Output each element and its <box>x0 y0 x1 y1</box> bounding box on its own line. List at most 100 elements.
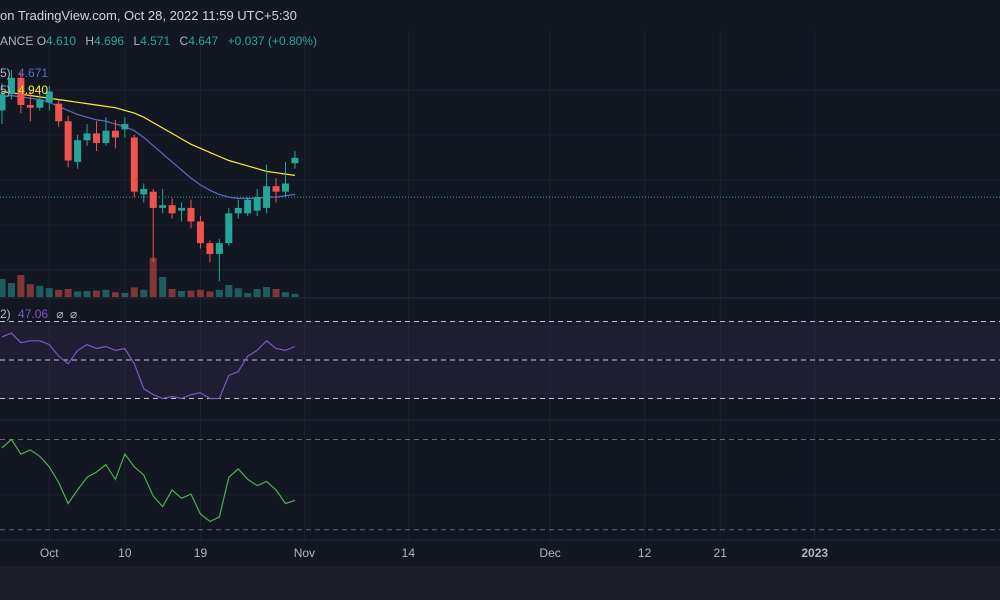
candle <box>234 199 242 219</box>
candle <box>263 164 271 214</box>
volume-bar <box>282 292 289 297</box>
oscillator-pane <box>0 438 1000 531</box>
candle-body <box>17 77 25 105</box>
candle-body <box>168 205 176 214</box>
candle-body <box>45 91 53 103</box>
candle <box>225 207 233 246</box>
high-label: H <box>85 34 95 48</box>
ma-slow-legend[interactable]: 5) 4.940 <box>0 83 48 97</box>
close-label: C <box>179 34 189 48</box>
candle <box>159 188 167 214</box>
candle <box>206 240 214 263</box>
candle <box>253 188 261 217</box>
volume-bar <box>225 285 233 297</box>
osc-line <box>1 438 296 523</box>
x-tick-label: 2023 <box>801 546 828 560</box>
candle <box>93 121 100 152</box>
candle-body <box>159 205 167 208</box>
ohlc-legend: ANCE O4.610 H4.696 L4.571 C4.647 +0.037 … <box>0 34 323 48</box>
volume-bar <box>111 292 119 297</box>
candle-body <box>244 199 252 214</box>
candle <box>55 99 63 127</box>
candle-body <box>291 157 299 164</box>
candle <box>83 123 91 146</box>
volume-bar <box>17 275 25 297</box>
volume-bar <box>178 291 186 297</box>
candle <box>45 86 53 111</box>
rsi-legend[interactable]: 2) 47.06 ⌀ ⌀ <box>0 307 80 321</box>
candle <box>64 115 72 168</box>
exchange-fragment: ANCE <box>0 34 34 48</box>
change-value: +0.037 (+0.80%) <box>227 34 317 48</box>
candle-body <box>121 123 129 130</box>
grid <box>0 30 1000 600</box>
volume-bar <box>0 279 6 297</box>
candle <box>36 94 44 111</box>
candle-body <box>55 103 63 122</box>
candle-body <box>130 137 138 192</box>
volume-bar <box>159 277 167 297</box>
volume-bar <box>234 288 242 297</box>
header-text: on TradingView.com, Oct 28, 2022 11:59 U… <box>0 8 297 23</box>
low-label: L <box>133 34 141 48</box>
x-tick-label: 19 <box>194 546 208 560</box>
volume-bar <box>253 289 261 297</box>
candle-body <box>26 105 34 108</box>
ma-fast-path <box>1 94 295 199</box>
x-tick-label: 12 <box>638 546 652 560</box>
candle-body <box>0 94 6 111</box>
candle <box>291 151 299 169</box>
x-tick-label: Oct <box>40 546 59 560</box>
volume-bar <box>244 293 252 297</box>
candle-body <box>111 130 119 138</box>
candle <box>74 134 82 169</box>
chart-source-header: on TradingView.com, Oct 28, 2022 11:59 U… <box>0 8 297 23</box>
candle-body <box>64 121 72 161</box>
candle <box>244 197 252 217</box>
ma-slow-path <box>1 90 295 176</box>
volume-bar <box>26 284 34 297</box>
candle <box>102 117 110 146</box>
candle <box>111 119 119 149</box>
time-axis: Oct 10 19 Nov 14 Dec 12 21 2023 <box>40 546 828 560</box>
candle <box>187 199 195 229</box>
candle-body <box>206 243 214 254</box>
candle-body <box>282 183 289 192</box>
candle-body <box>140 188 148 195</box>
candle <box>17 72 25 114</box>
candle <box>149 188 157 263</box>
candle <box>282 161 289 198</box>
candle-body <box>253 197 261 211</box>
candle-body <box>36 99 44 108</box>
volume-bar <box>206 291 214 297</box>
candle <box>7 69 15 100</box>
ma-fast-legend[interactable]: 5) 4.671 <box>0 66 48 80</box>
x-tick-label: Nov <box>294 546 315 560</box>
rsi-line <box>1 332 296 400</box>
volume-bar <box>149 257 157 297</box>
volume-bar <box>130 287 138 297</box>
volume-bar <box>121 293 129 297</box>
volume-bar <box>140 289 148 297</box>
candle <box>168 198 176 219</box>
ma-slow-value: 4.940 <box>18 83 49 97</box>
null-icon: ⌀ <box>56 307 64 321</box>
candle-body <box>187 207 195 222</box>
candle <box>0 83 6 124</box>
volume-bar <box>36 285 44 297</box>
x-tick-label: 14 <box>402 546 416 560</box>
open-label: O <box>36 34 47 48</box>
candle <box>26 90 34 122</box>
volume-bars <box>0 257 299 297</box>
candle-body <box>7 77 15 95</box>
ma-slow-label: 5) <box>0 83 11 97</box>
x-tick-label: 21 <box>714 546 728 560</box>
null-icon: ⌀ <box>69 307 78 321</box>
ma-fast-value: 4.671 <box>18 66 49 80</box>
volume-bar <box>83 291 91 297</box>
volume-bar <box>291 293 299 297</box>
volume-bar <box>168 289 176 297</box>
volume-bar <box>187 290 195 297</box>
open-value: 4.610 <box>46 34 77 48</box>
